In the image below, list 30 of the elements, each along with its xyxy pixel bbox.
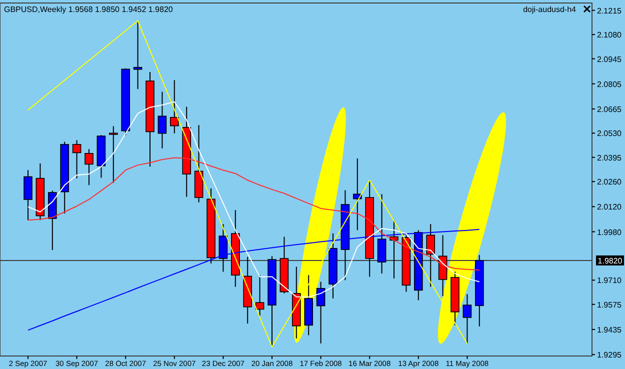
candlestick — [24, 170, 32, 221]
line-series — [28, 20, 468, 348]
candlestick — [426, 224, 435, 288]
y-tick-label: 1.9435 — [597, 325, 622, 334]
candlestick — [353, 158, 362, 231]
candlestick — [170, 80, 179, 134]
y-tick-label: 2.0120 — [597, 202, 622, 212]
y-tick-label: 2.0805 — [597, 80, 622, 89]
candlestick — [462, 294, 472, 344]
y-tick-label: 2.0260 — [597, 178, 622, 187]
y-tick-label: 2.1215 — [597, 6, 622, 16]
y-tick-label: 1.9710 — [597, 276, 622, 286]
y-tick-label: 1.9295 — [597, 350, 622, 360]
candlestick — [84, 148, 94, 186]
candlestick — [316, 281, 326, 344]
y-tick-label: 2.0945 — [597, 54, 622, 64]
candlestick — [72, 140, 82, 179]
text: doji-audusd-h4 — [523, 5, 577, 14]
candlestick — [109, 126, 118, 184]
y-tick-label: 1.9980 — [597, 228, 622, 237]
ref-line-label: 1.9820 — [598, 256, 623, 266]
line-series — [28, 157, 480, 271]
candlestick — [255, 274, 264, 316]
y-tick-label: 2.0665 — [597, 104, 622, 114]
candlestick — [158, 91, 167, 149]
y-tick-label: 2.1080 — [597, 30, 622, 40]
y-tick-label: 2.0530 — [597, 129, 622, 138]
y-tick-label: 1.9575 — [597, 300, 622, 310]
chart-title: GBPUSD,Weekly 1.9568 1.9850 1.9452 1.9820 — [4, 5, 174, 14]
y-tick-label: 2.0395 — [597, 153, 622, 162]
